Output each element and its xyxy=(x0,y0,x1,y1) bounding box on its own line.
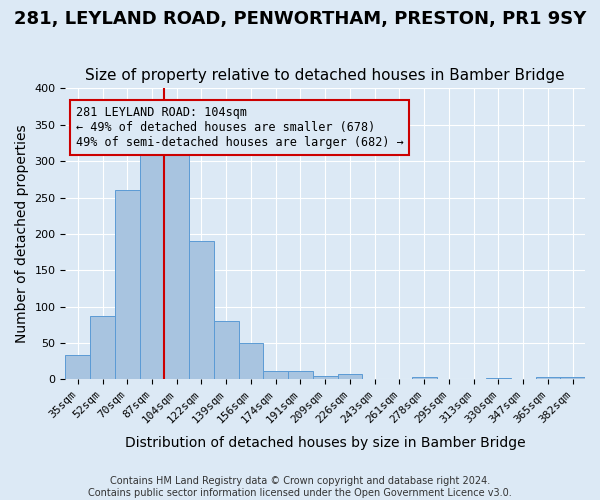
Bar xyxy=(115,190,140,380)
Bar xyxy=(65,356,90,380)
Bar xyxy=(560,378,585,380)
Bar xyxy=(189,241,214,380)
Bar xyxy=(486,378,511,380)
Bar xyxy=(263,372,288,380)
Bar xyxy=(239,343,263,380)
Y-axis label: Number of detached properties: Number of detached properties xyxy=(15,124,29,343)
Bar xyxy=(412,376,437,380)
Text: Contains HM Land Registry data © Crown copyright and database right 2024.
Contai: Contains HM Land Registry data © Crown c… xyxy=(88,476,512,498)
Bar xyxy=(164,146,189,380)
Bar xyxy=(313,376,338,380)
Bar xyxy=(214,320,239,380)
Bar xyxy=(288,372,313,380)
Bar xyxy=(140,146,164,380)
Title: Size of property relative to detached houses in Bamber Bridge: Size of property relative to detached ho… xyxy=(85,68,565,83)
Bar xyxy=(338,374,362,380)
Text: 281 LEYLAND ROAD: 104sqm
← 49% of detached houses are smaller (678)
49% of semi-: 281 LEYLAND ROAD: 104sqm ← 49% of detach… xyxy=(76,106,404,149)
Bar xyxy=(536,378,560,380)
X-axis label: Distribution of detached houses by size in Bamber Bridge: Distribution of detached houses by size … xyxy=(125,436,526,450)
Text: 281, LEYLAND ROAD, PENWORTHAM, PRESTON, PR1 9SY: 281, LEYLAND ROAD, PENWORTHAM, PRESTON, … xyxy=(14,10,586,28)
Bar xyxy=(90,316,115,380)
